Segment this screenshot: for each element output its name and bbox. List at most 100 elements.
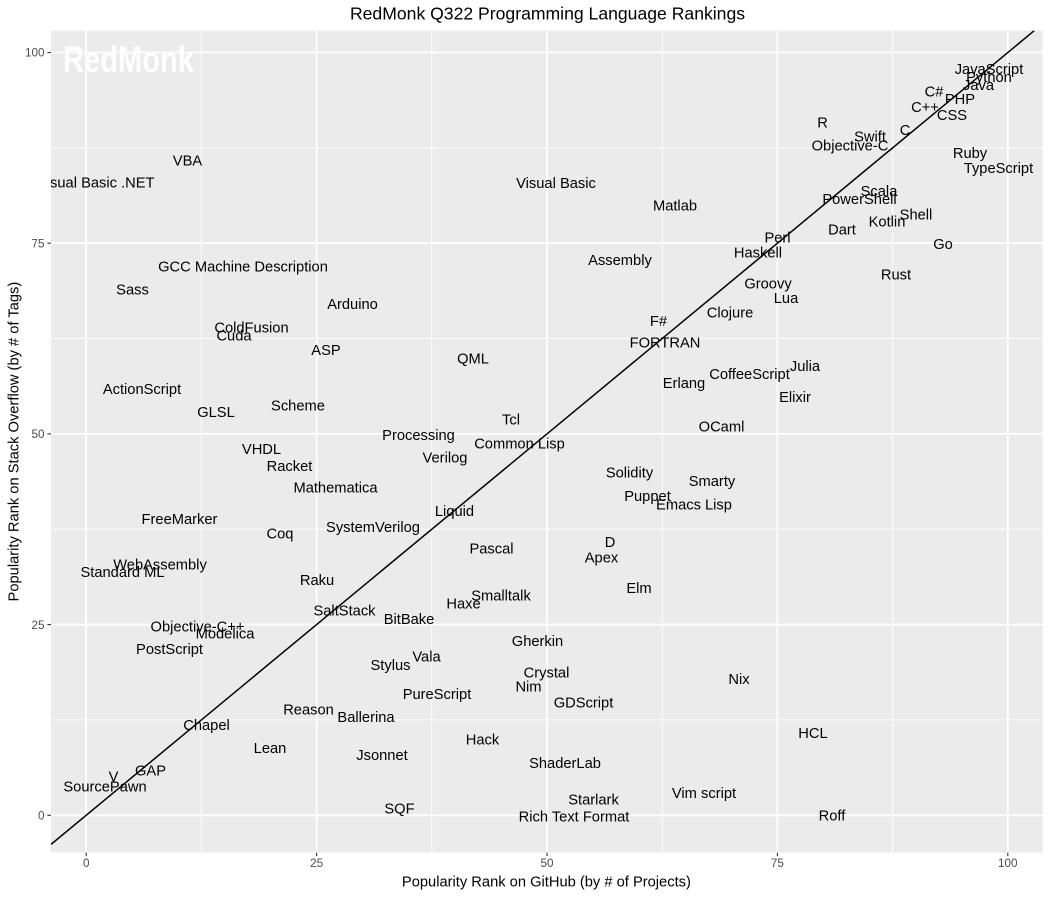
- svg-text:Common Lisp: Common Lisp: [474, 437, 565, 453]
- svg-text:Reason: Reason: [283, 703, 334, 719]
- svg-text:Visual Basic: Visual Basic: [516, 176, 596, 192]
- svg-text:ShaderLab: ShaderLab: [529, 756, 601, 772]
- svg-text:Dart: Dart: [828, 223, 856, 239]
- svg-text:GLSL: GLSL: [197, 405, 235, 421]
- svg-text:Kotlin: Kotlin: [869, 215, 906, 231]
- svg-text:C: C: [900, 123, 911, 139]
- svg-text:Racket: Racket: [267, 459, 313, 475]
- svg-text:C++: C++: [911, 100, 939, 116]
- svg-text:Jsonnet: Jsonnet: [356, 748, 407, 764]
- svg-text:Groovy: Groovy: [744, 277, 792, 293]
- svg-text:Smalltalk: Smalltalk: [471, 589, 531, 605]
- svg-text:Pascal: Pascal: [469, 542, 513, 558]
- svg-text:0: 0: [83, 857, 90, 870]
- svg-text:FreeMarker: FreeMarker: [142, 512, 218, 528]
- svg-text:OCaml: OCaml: [699, 420, 745, 436]
- svg-text:Sass: Sass: [116, 283, 149, 299]
- svg-text:Rust: Rust: [881, 268, 911, 284]
- svg-text:Smarty: Smarty: [689, 474, 736, 490]
- svg-text:D: D: [605, 535, 616, 551]
- svg-text:Matlab: Matlab: [653, 199, 697, 215]
- svg-text:R: R: [817, 116, 828, 132]
- svg-text:Haxe: Haxe: [446, 597, 480, 613]
- svg-text:RedMonk: RedMonk: [63, 39, 194, 80]
- svg-text:Popularity Rank on Stack Overf: Popularity Rank on Stack Overflow (by # …: [7, 282, 23, 602]
- svg-text:PHP: PHP: [945, 92, 975, 108]
- svg-text:Modelica: Modelica: [196, 627, 256, 643]
- svg-text:Haskell: Haskell: [734, 246, 782, 262]
- svg-text:C#: C#: [925, 85, 945, 101]
- svg-text:50: 50: [31, 428, 45, 441]
- svg-text:Mathematica: Mathematica: [293, 481, 378, 497]
- svg-text:Scheme: Scheme: [271, 399, 325, 415]
- svg-text:Java: Java: [963, 78, 995, 94]
- svg-text:Puppet: Puppet: [624, 489, 671, 505]
- svg-text:Rich Text Format: Rich Text Format: [519, 810, 630, 826]
- svg-text:CSS: CSS: [937, 108, 967, 124]
- svg-text:Coq: Coq: [267, 527, 294, 543]
- svg-text:Standard ML: Standard ML: [80, 565, 164, 581]
- svg-text:Liquid: Liquid: [435, 504, 474, 520]
- svg-text:Roff: Roff: [819, 809, 847, 825]
- svg-text:Ruby: Ruby: [953, 146, 988, 162]
- svg-text:QML: QML: [457, 352, 489, 368]
- svg-text:Nix: Nix: [728, 672, 750, 688]
- svg-text:RedMonk Q322 Programming Langu: RedMonk Q322 Programming Language Rankin…: [350, 3, 745, 23]
- svg-text:Scala: Scala: [861, 184, 899, 200]
- svg-text:Arduino: Arduino: [327, 297, 378, 313]
- svg-text:ActionScript: ActionScript: [103, 382, 181, 398]
- svg-text:Julia: Julia: [790, 359, 821, 375]
- svg-text:Lua: Lua: [774, 291, 799, 307]
- svg-text:V: V: [109, 770, 119, 786]
- svg-text:Crystal: Crystal: [524, 666, 570, 682]
- svg-text:Apex: Apex: [585, 551, 619, 567]
- svg-text:25: 25: [31, 619, 45, 632]
- svg-text:HCL: HCL: [798, 726, 827, 742]
- svg-text:25: 25: [310, 857, 324, 870]
- svg-text:Hack: Hack: [466, 733, 500, 749]
- svg-text:Vala: Vala: [412, 650, 441, 666]
- svg-text:WebAssembly: WebAssembly: [113, 558, 207, 574]
- svg-text:Shell: Shell: [900, 208, 933, 224]
- svg-text:FORTRAN: FORTRAN: [630, 336, 701, 352]
- svg-text:50: 50: [540, 857, 554, 870]
- svg-text:CoffeeScript: CoffeeScript: [709, 367, 790, 383]
- svg-text:Vim script: Vim script: [672, 786, 736, 802]
- svg-text:TypeScript: TypeScript: [964, 161, 1033, 177]
- svg-text:75: 75: [31, 237, 45, 250]
- svg-text:Go: Go: [933, 237, 953, 253]
- svg-text:Clojure: Clojure: [707, 306, 754, 322]
- svg-text:Elm: Elm: [626, 581, 651, 597]
- svg-text:VHDL: VHDL: [242, 442, 281, 458]
- svg-text:SourcePawn: SourcePawn: [63, 780, 146, 796]
- svg-text:Assembly: Assembly: [588, 253, 652, 269]
- svg-text:100: 100: [998, 857, 1018, 870]
- svg-text:Objective-C: Objective-C: [812, 139, 889, 155]
- svg-text:Lean: Lean: [254, 741, 287, 757]
- svg-text:PowerShell: PowerShell: [822, 192, 896, 208]
- svg-text:100: 100: [25, 47, 45, 60]
- svg-text:0: 0: [38, 810, 45, 823]
- svg-text:Processing: Processing: [382, 428, 455, 444]
- svg-text:Tcl: Tcl: [502, 413, 520, 429]
- svg-text:Elixir: Elixir: [779, 390, 811, 406]
- svg-text:SaltStack: SaltStack: [313, 604, 376, 620]
- svg-text:Perl: Perl: [764, 231, 790, 247]
- svg-text:Ballerina: Ballerina: [337, 710, 395, 726]
- svg-text:Stylus: Stylus: [371, 658, 411, 674]
- svg-text:Erlang: Erlang: [663, 376, 705, 392]
- svg-text:GCC Machine Description: GCC Machine Description: [158, 260, 328, 276]
- svg-text:Nim: Nim: [515, 680, 541, 696]
- svg-text:ColdFusion: ColdFusion: [214, 321, 288, 337]
- svg-text:GDScript: GDScript: [554, 696, 614, 712]
- svg-text:Visual Basic .NET: Visual Basic .NET: [37, 176, 154, 192]
- svg-text:JavaScript: JavaScript: [955, 62, 1024, 78]
- svg-text:Gherkin: Gherkin: [512, 634, 563, 650]
- svg-text:Emacs Lisp: Emacs Lisp: [656, 498, 732, 514]
- svg-text:GAP: GAP: [135, 764, 166, 780]
- svg-text:SQF: SQF: [384, 802, 414, 818]
- svg-text:Starlark: Starlark: [568, 793, 619, 809]
- svg-text:PostScript: PostScript: [136, 642, 203, 658]
- svg-text:Popularity Rank on GitHub (by: Popularity Rank on GitHub (by # of Proje…: [402, 875, 691, 891]
- svg-text:Cuda: Cuda: [216, 329, 252, 345]
